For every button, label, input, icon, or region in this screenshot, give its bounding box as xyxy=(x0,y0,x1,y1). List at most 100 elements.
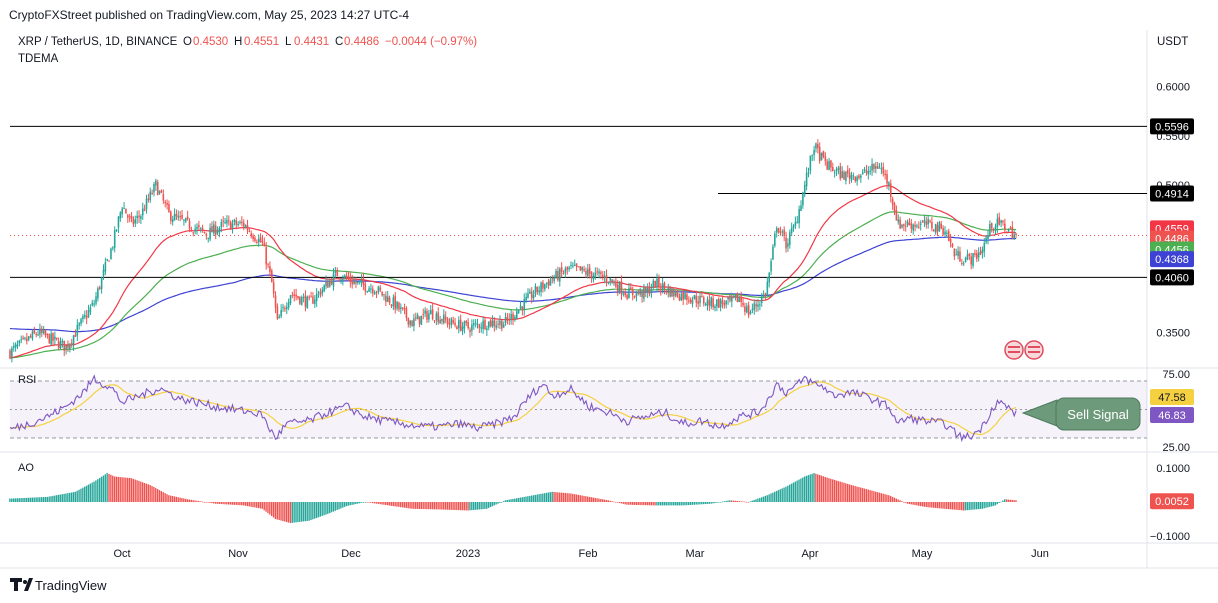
ao-bar xyxy=(308,502,310,521)
ao-bar xyxy=(719,502,722,503)
candle-body xyxy=(931,222,933,229)
ao-bar xyxy=(766,495,768,502)
candle-body xyxy=(702,297,705,304)
ao-bar xyxy=(315,502,318,518)
ao-bar xyxy=(362,502,365,503)
candle-body xyxy=(353,281,355,284)
candle-body xyxy=(411,320,413,327)
ao-bar xyxy=(805,475,808,502)
candle-body xyxy=(1013,234,1015,240)
candle-body xyxy=(235,220,238,225)
ao-bar xyxy=(861,488,864,502)
candle-body xyxy=(424,310,426,314)
ao-bar xyxy=(196,500,198,502)
candle-body xyxy=(330,280,333,285)
candle-body xyxy=(970,256,972,265)
candle-body xyxy=(40,328,43,333)
ao-bar xyxy=(388,502,391,506)
ao-bar xyxy=(340,502,342,509)
ao-bar xyxy=(826,477,828,502)
candle-body xyxy=(873,163,875,170)
ao-bar xyxy=(684,502,686,506)
candle-body xyxy=(661,283,664,292)
candle-body xyxy=(626,294,628,299)
indicator-label[interactable]: TDEMA xyxy=(18,53,59,65)
ao-bar xyxy=(888,495,890,502)
candle-body xyxy=(854,176,857,182)
time-tick-label: May xyxy=(912,548,933,560)
candle-body xyxy=(489,319,492,327)
ao-bar xyxy=(285,502,288,523)
ao-bar xyxy=(472,502,475,510)
candle-body xyxy=(233,220,236,223)
candle-body xyxy=(762,294,765,298)
candle-body xyxy=(371,288,374,294)
candle-body xyxy=(992,228,995,230)
candle-body xyxy=(218,227,221,233)
ao-bar xyxy=(781,488,783,502)
candle-body xyxy=(360,279,363,284)
symbol-title[interactable]: XRP / TetherUS, 1D, BINANCE xyxy=(18,36,178,48)
candle-body xyxy=(388,297,391,304)
candle-body xyxy=(278,316,281,319)
candle-body xyxy=(835,169,838,172)
ao-label-bg xyxy=(1150,493,1194,510)
candle-body xyxy=(82,316,84,319)
candle-body xyxy=(506,317,509,320)
ao-bar xyxy=(98,477,101,502)
event-flags[interactable] xyxy=(1004,340,1044,360)
candle-body xyxy=(530,291,533,299)
tradingview-logo[interactable]: TradingView xyxy=(10,578,107,593)
ao-bar xyxy=(936,502,939,509)
candle-body xyxy=(867,170,870,175)
ao-bar xyxy=(59,494,62,502)
us-flag-icon[interactable] xyxy=(1024,340,1044,360)
ao-bar xyxy=(267,502,269,514)
ao-bar xyxy=(300,502,303,522)
ao-bar xyxy=(310,502,312,521)
candle-body xyxy=(695,296,698,303)
ohlc-close-label: C xyxy=(335,36,343,48)
candle-body xyxy=(175,214,178,217)
ao-bar xyxy=(495,502,497,505)
ao-bar xyxy=(712,502,714,504)
ao-bar xyxy=(635,502,638,505)
candle-body xyxy=(368,288,370,292)
ao-bar xyxy=(145,483,148,502)
candle-body xyxy=(63,340,66,351)
ao-bar xyxy=(18,498,20,502)
price-label-text: 0.4368 xyxy=(1155,254,1189,266)
ao-bar xyxy=(155,488,157,502)
candle-body xyxy=(256,242,258,244)
ao-bar xyxy=(871,490,873,502)
us-flag-icon[interactable] xyxy=(1004,340,1024,360)
ao-bar xyxy=(923,502,926,507)
candle-body xyxy=(592,275,595,280)
ao-bar xyxy=(67,493,69,502)
ao-bar xyxy=(476,502,479,510)
ao-bar xyxy=(946,502,948,509)
ao-bar xyxy=(843,482,845,502)
candle-body xyxy=(343,275,346,279)
ao-bar xyxy=(803,476,806,502)
level-label-bg xyxy=(1150,185,1194,202)
ao-bar xyxy=(772,492,774,502)
candle-body xyxy=(478,324,481,329)
ao-bar xyxy=(837,481,840,502)
candle-body xyxy=(196,226,198,230)
ao-bar xyxy=(289,502,292,524)
candle-body xyxy=(891,198,894,205)
candle-body xyxy=(452,320,454,324)
ao-bar xyxy=(1004,499,1006,502)
ao-bar xyxy=(903,502,905,503)
candle-body xyxy=(181,214,183,219)
ao-bar xyxy=(706,502,709,504)
ao-bar xyxy=(252,502,254,508)
ao-bar xyxy=(876,492,879,502)
candle-body xyxy=(966,254,969,260)
candle-body xyxy=(665,290,668,293)
candle-body xyxy=(972,253,974,267)
ao-bar xyxy=(463,502,466,511)
candle-body xyxy=(788,232,791,245)
ao-bar xyxy=(168,495,170,502)
